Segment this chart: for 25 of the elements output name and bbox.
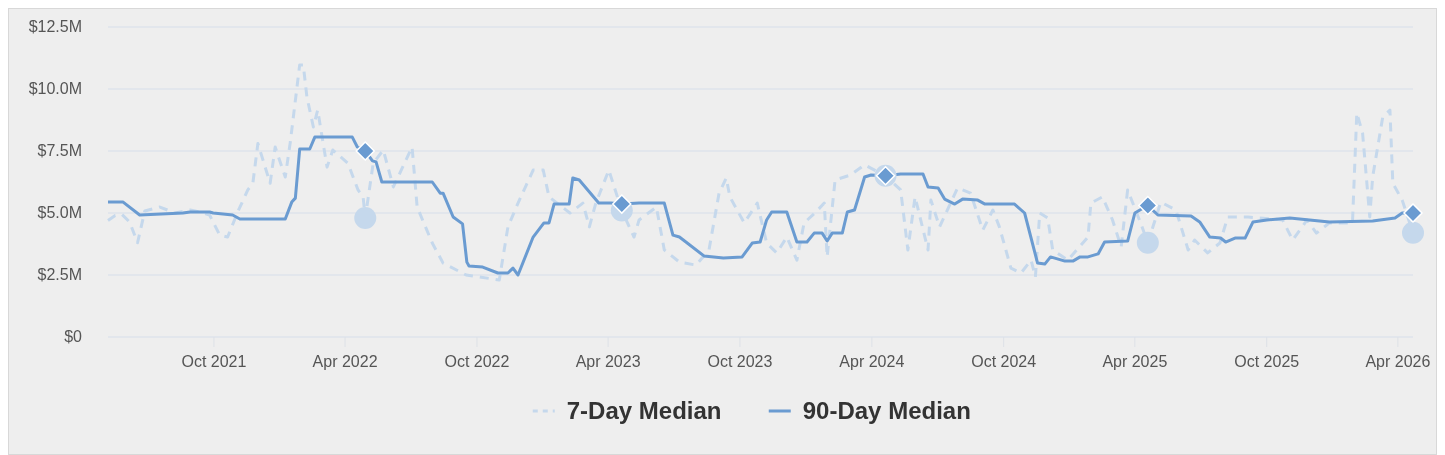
x-tick-label: Apr 2022: [312, 353, 378, 370]
point: [355, 141, 375, 161]
y-tick-label: $10.0M: [28, 80, 82, 97]
y-tick-label: $0: [64, 328, 83, 345]
point: [1138, 195, 1158, 216]
y-tick-label: $12.5M: [28, 18, 82, 35]
x-tick-label: Apr 2023: [575, 353, 641, 370]
legend-label: 90-Day Median: [802, 397, 971, 424]
x-tick-label: Apr 2025: [1102, 353, 1168, 370]
x-tick-label: Apr 2024: [839, 353, 905, 370]
point: [1403, 203, 1423, 223]
point: [1402, 221, 1424, 244]
x-tick-label: Oct 2024: [971, 353, 1037, 370]
point: [354, 206, 377, 229]
legend-label: 7-Day Median: [566, 397, 722, 424]
x-tick-label: Apr 2026: [1365, 353, 1431, 370]
point: [1136, 231, 1159, 254]
x-tick-label: Oct 2025: [1234, 353, 1300, 370]
x-tick-label: Oct 2023: [707, 353, 773, 370]
y-tick-label: $5.0M: [37, 204, 82, 221]
x-tick-label: Oct 2021: [181, 353, 247, 370]
y-tick-label: $2.5M: [37, 266, 82, 283]
point: [612, 194, 632, 214]
y-tick-label: $7.5M: [37, 142, 82, 159]
x-tick-label: Oct 2022: [444, 353, 510, 370]
